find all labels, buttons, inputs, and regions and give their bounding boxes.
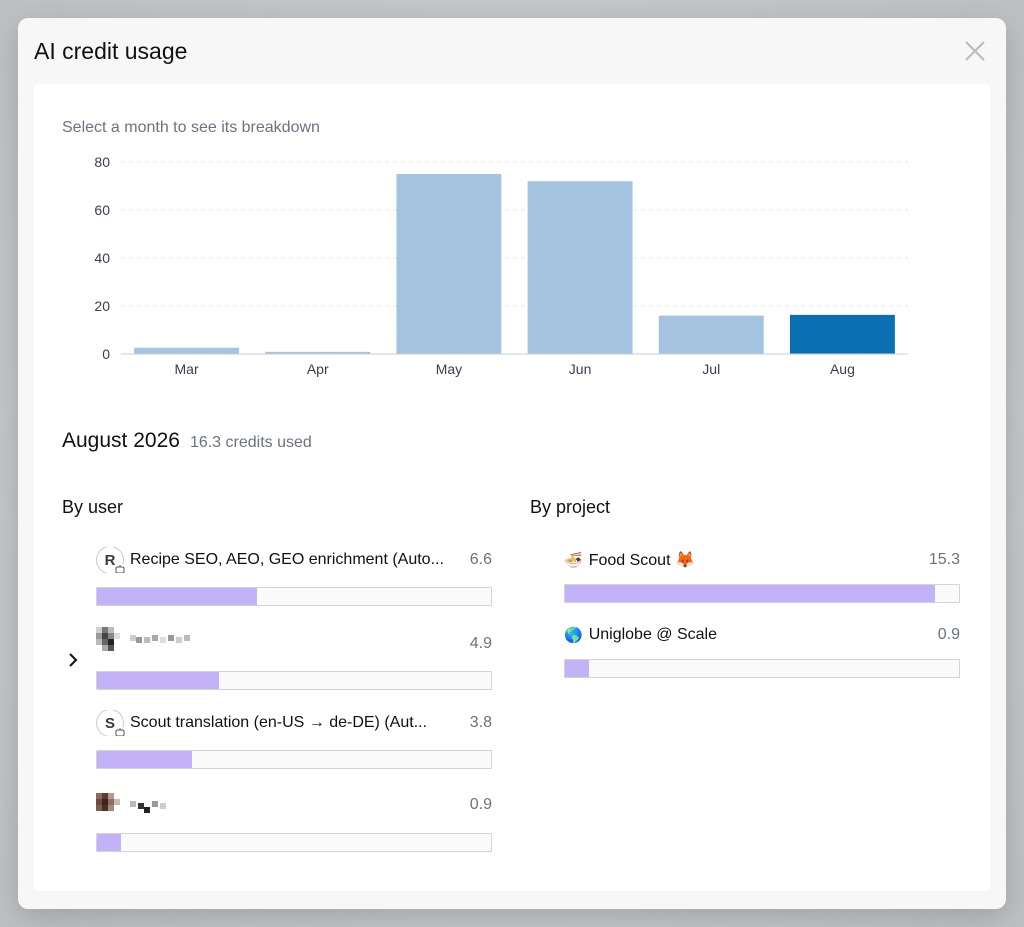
user-credit-value: 3.8 <box>469 714 492 731</box>
x-tick-label: Apr <box>307 361 329 377</box>
monthly-usage-chart: 0 20 40 60 80 Mar Apr May Jun Jul Aug <box>94 154 908 377</box>
noodle-bowl-icon: 🍜 <box>564 552 583 569</box>
user-usage-bar <box>96 587 492 606</box>
credits-used-text: 16.3 credits used <box>189 434 312 451</box>
project-usage-fill <box>565 660 589 677</box>
x-tick-label: May <box>436 361 462 377</box>
user-row[interactable]: 4.9 <box>96 626 492 690</box>
bot-icon <box>114 727 126 736</box>
user-usage-fill <box>97 588 257 605</box>
user-row[interactable]: R Recipe SEO, AEO, GEO enrichment (Auto.… <box>96 547 492 606</box>
user-usage-fill <box>97 672 220 689</box>
month-summary: August 2026 16.3 credits used <box>62 429 312 453</box>
y-tick-label: 60 <box>94 202 110 218</box>
close-button[interactable] <box>962 38 988 64</box>
dialog-header: AI credit usage <box>18 18 1006 84</box>
close-icon <box>965 41 985 61</box>
user-credit-value: 0.9 <box>469 796 492 813</box>
bot-icon <box>114 564 126 573</box>
globe-icon: 🌎 <box>564 627 583 644</box>
bar-may[interactable] <box>396 174 502 354</box>
user-credit-value: 6.6 <box>469 551 492 568</box>
project-row[interactable]: 🌎 Uniglobe @ Scale 0.9 <box>564 622 960 678</box>
redacted-avatar-image <box>96 793 166 813</box>
bot-user-avatar: S <box>96 710 126 736</box>
project-usage-fill <box>565 585 936 602</box>
user-usage-fill <box>97 834 121 851</box>
y-tick-label: 40 <box>94 250 110 266</box>
project-name: Food Scout 🦊 <box>588 552 695 569</box>
project-usage-bar <box>564 584 960 603</box>
dialog-title: AI credit usage <box>34 38 188 64</box>
chevron-right-icon <box>69 653 78 667</box>
user-usage-bar <box>96 750 492 769</box>
user-usage-fill <box>97 751 192 768</box>
bot-user-avatar: R <box>96 547 126 573</box>
user-name: Recipe SEO, AEO, GEO enrichment (Auto... <box>130 551 444 568</box>
user-credit-value: 4.9 <box>469 635 492 652</box>
y-tick-label: 80 <box>94 154 110 170</box>
bar-jun[interactable] <box>527 181 633 354</box>
credit-usage-dialog: AI credit usage Select a month to see it… <box>18 18 1006 909</box>
redacted-user-name <box>96 626 192 652</box>
chart-hint: Select a month to see its breakdown <box>62 119 320 136</box>
project-credit-value: 0.9 <box>937 626 960 643</box>
expand-row-button[interactable] <box>66 651 80 669</box>
bar-jul[interactable] <box>658 315 764 354</box>
by-project-title: By project <box>530 497 611 517</box>
bar-mar[interactable] <box>134 347 240 354</box>
project-usage-bar <box>564 659 960 678</box>
bar-aug[interactable] <box>789 314 895 354</box>
user-usage-bar <box>96 671 492 690</box>
x-tick-label: Jul <box>702 361 720 377</box>
x-tick-label: Aug <box>830 361 855 377</box>
y-tick-label: 0 <box>102 346 110 362</box>
project-credit-value: 15.3 <box>928 551 960 568</box>
by-user-title: By user <box>62 497 124 517</box>
user-row[interactable]: 0.9 <box>96 792 492 852</box>
project-row[interactable]: 🍜 Food Scout 🦊 15.3 <box>564 547 960 603</box>
bar-apr[interactable] <box>265 351 371 354</box>
user-usage-bar <box>96 833 492 852</box>
y-tick-label: 20 <box>94 298 110 314</box>
x-tick-label: Jun <box>569 361 592 377</box>
x-tick-label: Mar <box>175 361 199 377</box>
user-row[interactable]: S Scout translation (en-US → de-DE) (Aut… <box>96 710 492 769</box>
project-name: Uniglobe @ Scale <box>588 626 717 643</box>
user-name: Scout translation (en-US → de-DE) (Aut..… <box>130 714 427 731</box>
selected-month-title: August 2026 <box>62 429 180 452</box>
dialog-body: Select a month to see its breakdown 0 20 4… <box>34 84 990 891</box>
redacted-avatar-image <box>96 627 190 651</box>
redacted-user-name <box>96 792 176 818</box>
